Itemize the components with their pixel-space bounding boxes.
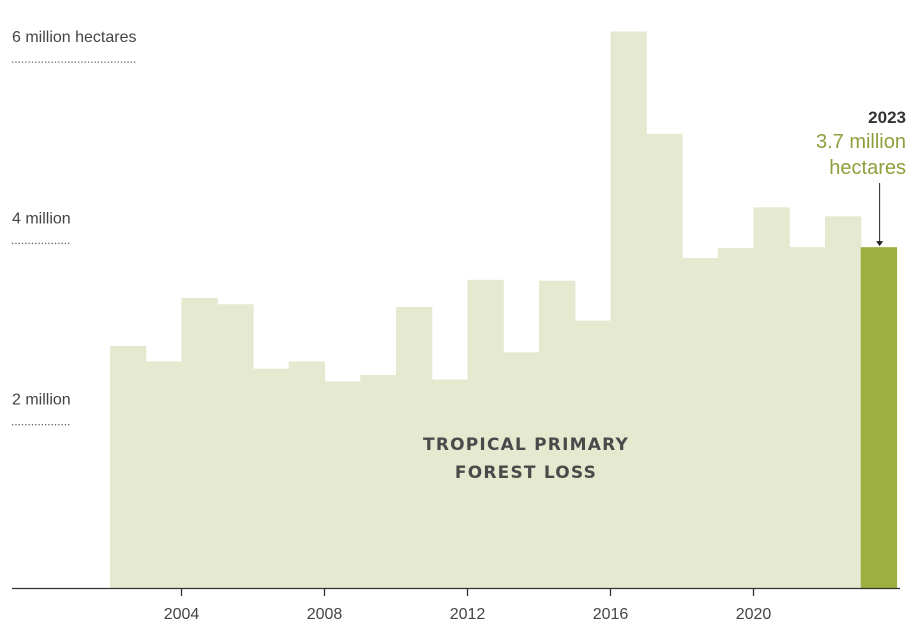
bar-2003 [145, 361, 183, 588]
bar-2009 [360, 374, 397, 588]
bar-2011 [431, 379, 469, 588]
bars-group [110, 31, 898, 589]
bar-2005 [217, 304, 254, 588]
bar-2017 [646, 133, 683, 588]
highlight-value-label-1: hectares [829, 157, 906, 179]
bar-2020 [753, 207, 790, 588]
x-tick-label-4: 2020 [736, 606, 772, 623]
bar-2013 [503, 352, 540, 588]
highlight-arrowhead [876, 241, 884, 247]
x-axis: 2004 2008 2012 2016 2020 [12, 587, 900, 623]
y-tick-label-2: 6 million hectares [12, 29, 137, 46]
y-tick-label-1: 4 million [12, 210, 71, 227]
series-label-line-1: FOREST LOSS [455, 463, 597, 483]
bar-highlight-2023 [860, 247, 898, 588]
bar-2008 [324, 381, 361, 588]
bar-2016 [610, 31, 647, 588]
x-tick-label-3: 2016 [593, 606, 629, 623]
bar-2010 [396, 307, 433, 588]
series-label-line-0: TROPICAL PRIMARY [423, 435, 629, 455]
y-axis: 2 million 4 million 6 million hectares [12, 29, 137, 426]
y-tick-label-0: 2 million [12, 392, 71, 409]
annotations: TROPICAL PRIMARY FOREST LOSS 2023 3.7 milli… [423, 108, 906, 483]
bar-2015 [574, 320, 612, 588]
bar-2002 [110, 345, 147, 588]
bar-2019 [717, 248, 755, 589]
x-tick-label-2: 2012 [450, 606, 486, 623]
bar-2004 [181, 297, 218, 588]
highlight-year-label: 2023 [868, 108, 906, 127]
bar-2007 [288, 361, 326, 588]
x-tick-label-1: 2008 [307, 606, 343, 623]
bar-2018 [682, 258, 719, 588]
bar-2006 [253, 368, 290, 588]
x-tick-label-0: 2004 [164, 606, 200, 623]
bar-2014 [539, 280, 576, 588]
bar-2021 [789, 247, 826, 588]
bar-2022 [825, 216, 862, 588]
bar-2012 [467, 279, 504, 588]
highlight-value-label-0: 3.7 million [816, 131, 906, 153]
